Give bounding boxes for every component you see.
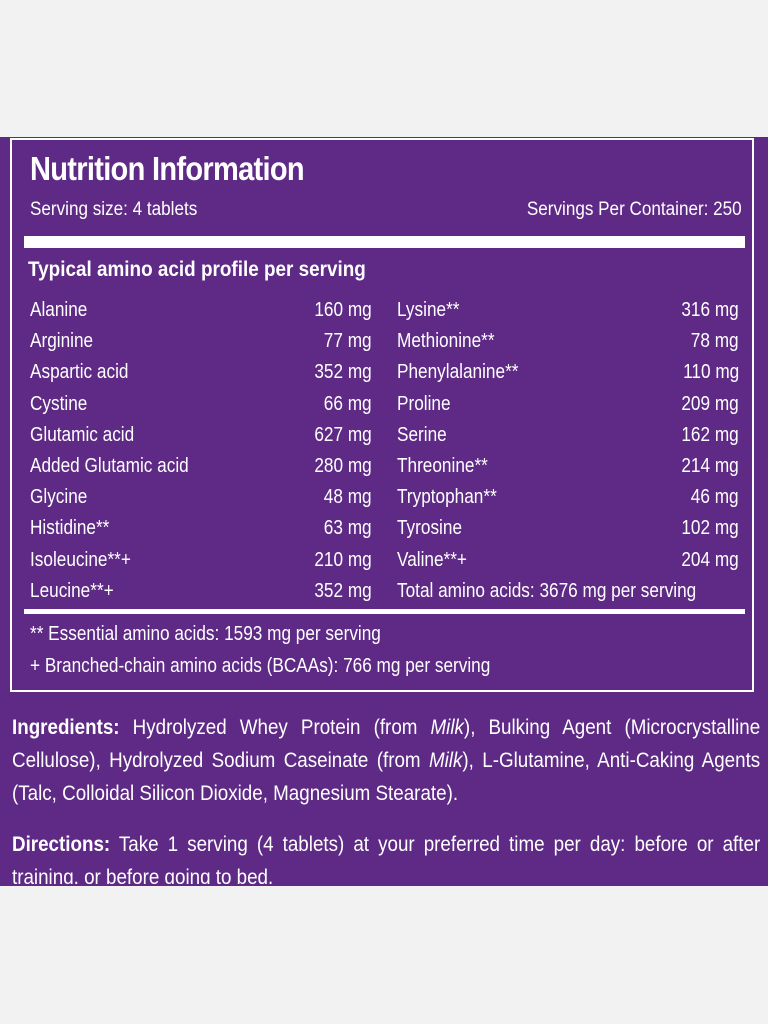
table-row: Added Glutamic acid 280 mg Threonine** 2… (0, 451, 768, 482)
amino-value: 46 mg (691, 486, 739, 509)
amino-name: Proline (397, 392, 451, 415)
amino-value: 78 mg (691, 330, 739, 353)
amino-name: Methionine** (397, 330, 495, 353)
ingredients-text: ), Bulking Agent (Microcrystalline Cellu… (12, 716, 761, 772)
allergen-milk: Milk (430, 716, 464, 739)
amino-name: Serine (397, 423, 447, 446)
directions-paragraph: Directions: Take 1 serving (4 tablets) a… (12, 828, 760, 884)
thick-divider (24, 236, 745, 248)
amino-name: Tyrosine (397, 517, 463, 540)
bcaa-note: + Branched-chain amino acids (BCAAs): 76… (30, 655, 491, 677)
directions-text: Take 1 serving (4 tablets) at your prefe… (12, 833, 761, 884)
amino-acid-table: Alanine 160 mg Lysine** 316 mg Arginine … (0, 295, 768, 607)
servings-per-container: Servings Per Container: 250 (527, 199, 742, 220)
ingredients-text: Hydrolyzed Whey Protein (from (119, 716, 431, 739)
serving-size: Serving size: 4 tablets (30, 199, 198, 220)
thin-divider (24, 609, 745, 614)
amino-name: Arginine (30, 330, 94, 353)
amino-name: Aspartic acid (30, 361, 129, 384)
nutrition-title: Nutrition Information (30, 150, 305, 187)
amino-value: 280 mg (314, 454, 372, 477)
amino-name: Isoleucine**+ (30, 548, 131, 571)
essential-amino-note: ** Essential amino acids: 1593 mg per se… (30, 623, 381, 645)
amino-name: Glycine (30, 486, 88, 509)
amino-name: Alanine (30, 299, 88, 321)
amino-value: 110 mg (682, 361, 739, 384)
amino-name: Glutamic acid (30, 423, 135, 446)
amino-name: Valine**+ (397, 548, 467, 571)
nutrition-panel-border (10, 138, 754, 692)
amino-name: Cystine (30, 392, 88, 415)
amino-value: 352 mg (314, 579, 372, 602)
table-row: Histidine** 63 mg Tyrosine 102 mg (0, 513, 768, 544)
table-row: Glycine 48 mg Tryptophan** 46 mg (0, 482, 768, 513)
table-row: Glutamic acid 627 mg Serine 162 mg (0, 420, 768, 451)
amino-value: 66 mg (324, 392, 372, 415)
amino-value: 102 mg (681, 517, 739, 540)
amino-value: 160 mg (314, 299, 372, 321)
amino-value: 352 mg (314, 361, 372, 384)
table-row: Aspartic acid 352 mg Phenylalanine** 110… (0, 357, 768, 388)
amino-name: Leucine**+ (30, 579, 114, 602)
allergen-milk: Milk (428, 749, 463, 772)
amino-value: 48 mg (324, 486, 372, 509)
table-row: Alanine 160 mg Lysine** 316 mg (0, 295, 768, 326)
amino-value: 316 mg (681, 299, 739, 321)
amino-value: 209 mg (681, 392, 739, 415)
amino-name: Added Glutamic acid (30, 454, 189, 477)
amino-value: 77 mg (324, 330, 372, 353)
product-label-background (0, 137, 768, 886)
ingredients-label: Ingredients: (12, 716, 120, 739)
table-row: Leucine**+ 352 mg Total amino acids: 367… (0, 576, 768, 607)
table-row: Arginine 77 mg Methionine** 78 mg (0, 326, 768, 357)
amino-value: 210 mg (314, 548, 372, 571)
amino-value: 162 mg (681, 423, 739, 446)
table-row: Cystine 66 mg Proline 209 mg (0, 389, 768, 420)
amino-name: Tryptophan** (397, 486, 497, 509)
amino-value: 214 mg (681, 454, 739, 477)
amino-name: Histidine** (30, 517, 110, 540)
amino-value: 627 mg (314, 423, 372, 446)
amino-profile-heading: Typical amino acid profile per serving (28, 258, 366, 281)
directions-label: Directions: (12, 833, 111, 856)
amino-value: 204 mg (681, 548, 739, 571)
ingredients-paragraph: Ingredients: Hydrolyzed Whey Protein (fr… (12, 711, 760, 810)
amino-value: 63 mg (324, 517, 372, 540)
total-amino-acids: Total amino acids: 3676 mg per serving (397, 579, 697, 602)
table-row: Isoleucine**+ 210 mg Valine**+ 204 mg (0, 545, 768, 576)
amino-name: Threonine** (397, 454, 488, 477)
amino-name: Lysine** (397, 299, 460, 321)
amino-name: Phenylalanine** (397, 361, 519, 384)
ingredients-text: ), L-Glutamine, Anti-Caking Agents (Talc… (12, 749, 761, 805)
